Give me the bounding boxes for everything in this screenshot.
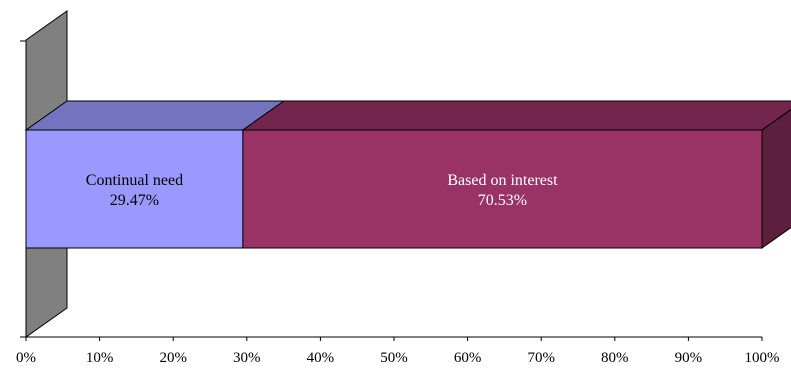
segment-value-label: 29.47% — [110, 192, 159, 209]
bar-segment-front — [25, 129, 244, 249]
data-labels: Continual need 29.47% Based on interest 70.… — [86, 172, 558, 209]
bar-segment-front — [242, 129, 763, 249]
x-axis-ticks: 0% 10% 20% 30% 40% 50% 60% 70% 80% 90% 100% — [16, 337, 780, 366]
x-tick-label: 30% — [233, 350, 261, 366]
bar-segment-top — [24, 100, 286, 131]
x-tick-label: 0% — [16, 350, 36, 366]
bar-segment-top — [241, 100, 791, 131]
x-tick-label: 70% — [527, 350, 555, 366]
bar-segment-side — [761, 108, 791, 249]
stacked-bar — [24, 100, 791, 249]
x-tick-label: 40% — [307, 350, 335, 366]
x-tick-label: 10% — [86, 350, 114, 366]
bar-segment — [241, 100, 791, 249]
x-tick-label: 80% — [601, 350, 629, 366]
bar-segment — [24, 100, 286, 249]
x-tick-label: 100% — [745, 350, 780, 366]
segment-value-label: 70.53% — [478, 192, 527, 209]
segment-name-label: Based on interest — [447, 172, 558, 189]
x-tick-label: 50% — [380, 350, 408, 366]
x-tick-label: 60% — [454, 350, 482, 366]
x-tick-label: 20% — [159, 350, 187, 366]
x-tick-label: 90% — [675, 350, 703, 366]
segment-name-label: Continual need — [86, 172, 183, 189]
